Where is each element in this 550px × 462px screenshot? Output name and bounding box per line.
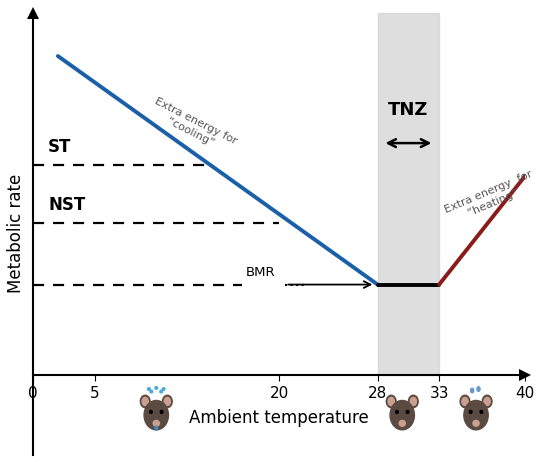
Ellipse shape (460, 395, 470, 407)
Bar (378, 12, 439, 375)
Ellipse shape (150, 410, 152, 413)
Ellipse shape (484, 397, 490, 406)
Ellipse shape (164, 397, 170, 406)
Ellipse shape (144, 401, 168, 430)
Text: Extra energy  for
“heating”: Extra energy for “heating” (443, 169, 538, 226)
Text: ST: ST (48, 138, 72, 156)
Ellipse shape (162, 388, 165, 390)
Ellipse shape (473, 420, 479, 426)
Ellipse shape (464, 401, 488, 430)
Text: TNZ: TNZ (388, 102, 428, 120)
Ellipse shape (477, 387, 480, 391)
Ellipse shape (140, 395, 150, 407)
Ellipse shape (160, 390, 162, 393)
Ellipse shape (142, 397, 148, 406)
Ellipse shape (469, 410, 472, 413)
Text: NST: NST (48, 196, 85, 214)
Ellipse shape (155, 426, 158, 430)
Ellipse shape (482, 395, 492, 407)
Ellipse shape (155, 387, 158, 389)
Ellipse shape (147, 388, 150, 390)
Ellipse shape (410, 397, 416, 406)
Ellipse shape (395, 410, 398, 413)
Text: BMR: BMR (246, 266, 276, 279)
Ellipse shape (480, 410, 483, 413)
X-axis label: Ambient temperature: Ambient temperature (189, 409, 369, 427)
Ellipse shape (162, 395, 172, 407)
Ellipse shape (160, 410, 163, 413)
Ellipse shape (462, 397, 468, 406)
Text: Extra energy for
“cooling”: Extra energy for “cooling” (148, 97, 239, 157)
Ellipse shape (471, 388, 474, 393)
Y-axis label: Metabolic rate: Metabolic rate (7, 174, 25, 293)
Ellipse shape (153, 420, 159, 426)
Ellipse shape (390, 401, 414, 430)
Ellipse shape (388, 397, 394, 406)
Ellipse shape (409, 395, 418, 407)
Ellipse shape (386, 395, 396, 407)
Ellipse shape (406, 410, 409, 413)
Ellipse shape (399, 420, 405, 426)
Ellipse shape (150, 390, 153, 393)
